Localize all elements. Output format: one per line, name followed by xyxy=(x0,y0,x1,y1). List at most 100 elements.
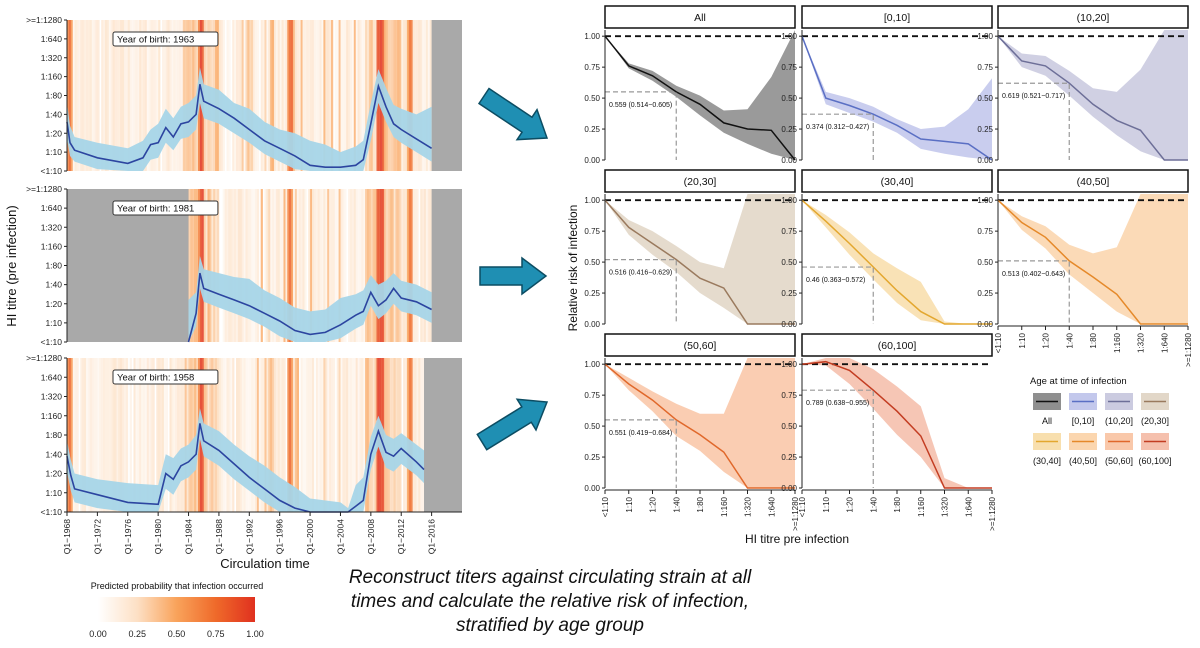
probability-stripe xyxy=(355,358,358,512)
probability-stripe xyxy=(152,358,155,512)
probability-stripe xyxy=(298,189,301,342)
probability-stripe xyxy=(93,358,96,512)
probability-stripe xyxy=(122,358,125,512)
flow-arrow xyxy=(476,398,549,451)
probability-stripe xyxy=(329,20,332,171)
y-tick-label: 0.00 xyxy=(584,156,600,165)
probability-stripe xyxy=(179,20,182,171)
probability-stripe xyxy=(268,189,271,342)
legend-item: [0,10] xyxy=(1069,393,1097,426)
probability-stripe xyxy=(351,20,355,171)
titre-40-marker xyxy=(998,82,1070,160)
titre-ribbon xyxy=(188,255,432,342)
y-tick-label: 1:20 xyxy=(45,128,62,138)
probability-stripe xyxy=(350,20,353,171)
probability-stripe xyxy=(78,20,81,171)
probability-stripe xyxy=(405,358,408,512)
probability-stripe xyxy=(272,20,275,171)
titre-40-marker xyxy=(605,259,677,324)
probability-stripe xyxy=(143,358,146,512)
probability-stripe xyxy=(293,358,296,512)
y-tick-label: 1:160 xyxy=(41,241,63,251)
probability-stripe xyxy=(255,189,258,342)
probability-stripe xyxy=(319,189,322,342)
probability-stripe xyxy=(236,358,239,512)
y-tick-label: 0.25 xyxy=(584,453,600,462)
probability-stripe xyxy=(239,20,242,171)
risk-ribbon xyxy=(998,194,1188,324)
probability-stripe xyxy=(308,358,311,512)
probability-stripe xyxy=(399,189,402,342)
probability-stripe xyxy=(350,358,353,512)
y-tick-label: 0.75 xyxy=(781,391,797,400)
probability-stripe xyxy=(203,189,206,342)
probability-stripe xyxy=(386,189,389,342)
probability-stripe xyxy=(425,189,429,342)
probability-stripe xyxy=(300,20,303,171)
probability-stripe xyxy=(137,358,140,512)
risk-panel: [0,10] 0.374 (0.312−0.427) 0.00 0.25 0.50 0.7… xyxy=(781,5,993,165)
probability-stripe xyxy=(192,358,195,512)
panel-strip xyxy=(604,5,796,29)
probability-stripe xyxy=(365,189,368,342)
probability-stripe xyxy=(429,20,432,171)
y-tick-label: 1:640 xyxy=(41,372,63,382)
y-tick-label: 0.00 xyxy=(781,320,797,329)
titre-40-marker xyxy=(605,419,677,488)
probability-stripe xyxy=(245,358,248,512)
probability-stripe xyxy=(171,358,174,512)
probability-stripe xyxy=(196,189,199,342)
titre-median-line xyxy=(187,272,432,343)
probability-stripe xyxy=(393,358,396,512)
probability-stripe xyxy=(105,20,108,171)
x-tick-label: 1:640 xyxy=(1160,332,1169,353)
x-tick-label: 1:640 xyxy=(964,496,973,517)
y-tick-label: 1.00 xyxy=(781,360,797,369)
risk-ribbon xyxy=(605,358,795,488)
x-tick-label: 1:640 xyxy=(767,496,776,517)
probability-stripe xyxy=(129,358,132,512)
legend-item: (40,50] xyxy=(1069,433,1097,466)
probability-stripe xyxy=(304,358,307,512)
probability-stripe xyxy=(268,358,271,512)
probability-stripe xyxy=(410,20,413,171)
probability-stripe xyxy=(108,358,111,512)
probability-stripe xyxy=(226,189,229,342)
legend-label: (60,100] xyxy=(1138,456,1171,466)
probability-stripe xyxy=(124,20,127,171)
unobserved-region xyxy=(424,358,462,512)
probability-stripe xyxy=(190,189,193,342)
probability-stripe xyxy=(165,20,168,171)
probability-stripe xyxy=(291,358,294,512)
probability-stripe xyxy=(236,189,239,342)
probability-stripe xyxy=(391,189,394,342)
probability-stripe xyxy=(112,358,115,512)
probability-stripe xyxy=(150,358,153,512)
probability-stripe xyxy=(357,358,360,512)
risk-ribbon xyxy=(998,30,1188,160)
probability-stripe xyxy=(353,20,356,171)
probability-stripe xyxy=(285,20,288,171)
probability-stripe xyxy=(329,358,332,512)
legend-item: (10,20] xyxy=(1105,393,1133,426)
probability-stripe xyxy=(327,358,330,512)
panel-strip-label: (30,40] xyxy=(881,176,914,188)
probability-stripe xyxy=(312,20,315,171)
probability-stripe xyxy=(241,358,244,512)
probability-stripe xyxy=(363,20,366,171)
probability-stripe xyxy=(158,358,161,512)
probability-stripe xyxy=(293,189,296,342)
y-tick-label: 0.00 xyxy=(781,484,797,493)
probability-stripe xyxy=(70,20,73,171)
titre-40-marker xyxy=(802,266,874,324)
probability-stripe xyxy=(416,189,419,342)
probability-stripe xyxy=(372,189,375,342)
y-tick-label: 1.00 xyxy=(584,32,600,41)
probability-stripe xyxy=(410,189,413,342)
probability-stripe xyxy=(87,20,91,171)
y-tick-label: <1:10 xyxy=(40,166,62,176)
probability-stripe xyxy=(270,358,273,512)
probability-stripe xyxy=(287,358,290,512)
probability-stripe xyxy=(146,358,149,512)
risk-annotation: 0.559 (0.514−0.605) xyxy=(609,102,672,109)
